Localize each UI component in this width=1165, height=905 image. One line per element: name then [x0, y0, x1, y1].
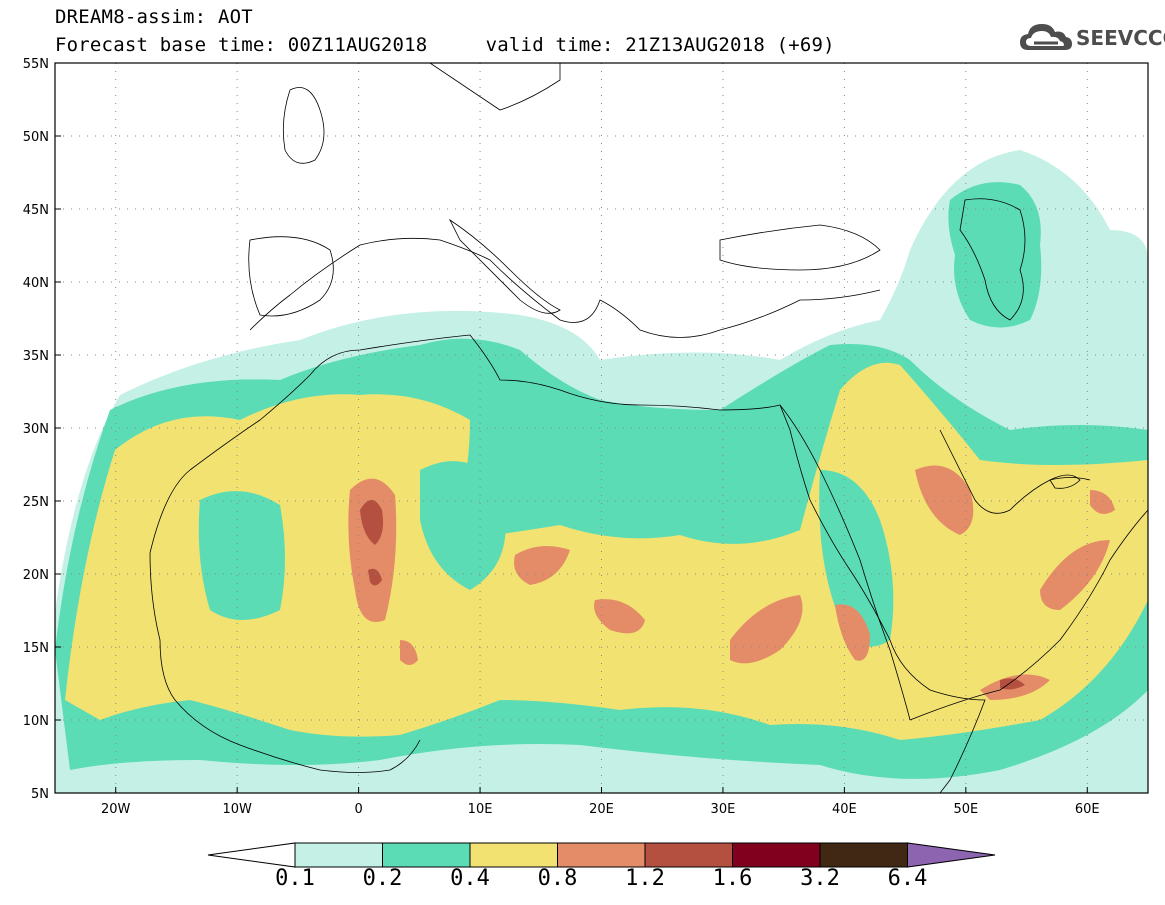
persian-gulf — [939, 429, 1091, 514]
aot-orange-10 — [1090, 490, 1115, 514]
aot-caspian-blob — [948, 182, 1042, 328]
aot-darkred-2 — [368, 568, 382, 586]
lat-tick-label: 45N — [23, 203, 49, 218]
aot-green-patch-1 — [198, 491, 285, 620]
lon-tick-label: 30E — [711, 802, 736, 817]
seevccc-logo: SEEVCCC — [1018, 20, 1165, 58]
aot-green-patch-2 — [420, 461, 506, 590]
cloud-icon — [1020, 24, 1072, 50]
legend-swatch — [557, 842, 646, 868]
logo-text: SEEVCCC — [1076, 26, 1165, 50]
lat-tick-label: 15N — [23, 641, 49, 656]
lat-tick-label: 55N — [23, 57, 49, 72]
aot-orange-6 — [1040, 540, 1110, 610]
africa-coast — [149, 334, 986, 793]
legend-label: 1.6 — [712, 866, 753, 891]
legend-arrow-right — [907, 842, 996, 868]
aot-darkred-3 — [1000, 678, 1025, 690]
legend-label: 3.2 — [800, 866, 840, 891]
aot-orange-1 — [348, 478, 397, 622]
caspian-sea — [959, 198, 1026, 321]
aot-green-patch-4 — [819, 470, 894, 647]
aot-orange-9 — [400, 640, 418, 665]
lat-tick-label: 40N — [23, 276, 49, 291]
axis-ticks: 55N 50N 45N 40N 35N 30N 25N 20N 15N 10N 5N 20W 10W 0 1… — [23, 57, 1100, 817]
lon-tick-label: 10E — [468, 802, 493, 817]
europe-south — [249, 237, 881, 338]
legend-swatch — [469, 842, 558, 868]
lon-tick-label: 40E — [832, 802, 857, 817]
lat-tick-label: 50N — [23, 130, 49, 145]
legend-swatch — [644, 842, 733, 868]
iberia — [248, 236, 334, 317]
legend-swatch — [819, 842, 908, 868]
lat-tick-label: 10N — [23, 714, 49, 729]
scandinavia — [429, 63, 561, 111]
arabia-coast — [909, 509, 1148, 721]
lon-tick-label: 20E — [589, 802, 614, 817]
italy — [448, 218, 561, 314]
legend-swatch — [382, 842, 471, 868]
lon-tick-label: 50E — [953, 802, 978, 817]
lon-tick-label: 0 — [354, 802, 362, 817]
legend-swatch — [732, 842, 821, 868]
lat-tick-label: 20N — [23, 568, 49, 583]
lon-tick-label: 20W — [101, 802, 131, 817]
aot-orange-5 — [915, 465, 974, 535]
aot-orange-4 — [730, 595, 803, 664]
lon-tick-label: 10W — [222, 802, 252, 817]
west-africa-coast — [149, 552, 421, 773]
legend-labels: 0.1 0.2 0.4 0.8 1.2 1.6 3.2 6.4 — [0, 866, 1165, 896]
lat-tick-label: 25N — [23, 495, 49, 510]
aot-green-patch-3 — [592, 428, 767, 514]
coastlines — [149, 63, 1148, 793]
red-sea-east — [779, 404, 911, 721]
legend-label: 0.8 — [537, 866, 578, 891]
legend-label: 0.1 — [275, 866, 315, 891]
arabian-sea-islands — [1049, 474, 1081, 489]
lat-lon-grid — [55, 63, 1148, 793]
chart-subtitle: Forecast base time: 00Z11AUG2018 valid t… — [55, 34, 835, 56]
legend-arrow-left — [207, 842, 296, 868]
aot-orange-8 — [835, 604, 870, 661]
lat-tick-label: 5N — [31, 787, 49, 802]
lon-tick-label: 60E — [1075, 802, 1100, 817]
color-legend — [207, 842, 996, 868]
aot-orange-3 — [594, 599, 645, 634]
aot-darkred-1 — [360, 500, 384, 545]
legend-label: 1.2 — [625, 866, 665, 891]
legend-label: 0.2 — [362, 866, 403, 891]
aot-orange-2 — [514, 546, 570, 585]
legend-swatch — [294, 842, 383, 868]
legend-label: 0.4 — [450, 866, 490, 891]
britain — [282, 87, 325, 164]
lat-tick-label: 30N — [23, 422, 49, 437]
legend-label: 6.4 — [887, 866, 928, 891]
black-sea — [719, 224, 881, 271]
chart-title: DREAM8-assim: AOT — [55, 6, 253, 28]
lat-tick-label: 35N — [23, 349, 49, 364]
